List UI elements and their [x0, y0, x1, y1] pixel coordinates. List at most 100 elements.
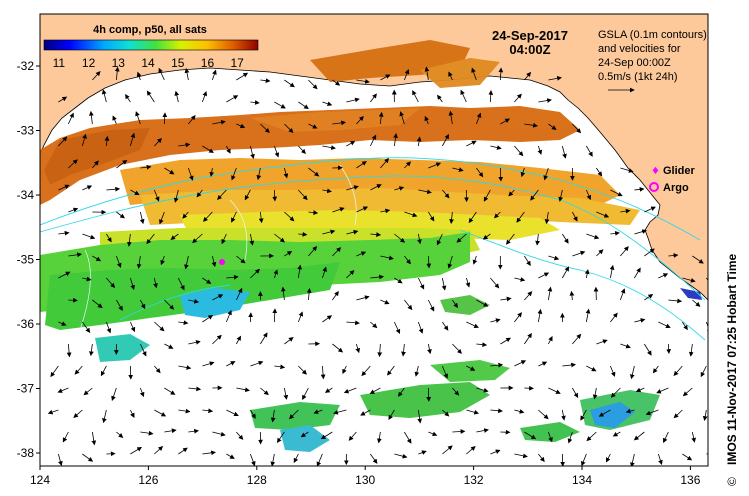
velocity-arrow	[471, 67, 477, 81]
velocity-arrow	[332, 120, 347, 126]
marker-legend: ♦ Glider Argo	[649, 165, 696, 194]
longitude-axis: 124 126 128 130 132 134 136	[30, 466, 701, 487]
velocity-arrow	[115, 255, 122, 269]
velocity-arrow	[322, 188, 332, 194]
velocity-arrow	[656, 387, 669, 394]
velocity-arrow	[83, 387, 93, 396]
velocity-arrow	[116, 211, 125, 219]
velocity-arrow	[211, 255, 217, 268]
velocity-arrow	[188, 340, 201, 345]
velocity-arrow	[92, 255, 102, 262]
velocity-arrow	[92, 160, 99, 169]
velocity-arrow	[567, 431, 573, 444]
velocity-arrow	[538, 361, 548, 367]
velocity-arrow	[126, 233, 132, 247]
velocity-arrow	[58, 321, 67, 326]
velocity-arrow	[456, 233, 467, 243]
velocity-arrow	[272, 308, 278, 323]
velocity-arrow	[596, 211, 610, 218]
velocity-arrow	[164, 343, 174, 349]
velocity-arrow	[706, 277, 708, 281]
velocity-arrow	[500, 296, 512, 302]
velocity-arrow	[74, 365, 83, 375]
velocity-arrow	[164, 428, 177, 434]
velocity-arrow	[424, 115, 429, 125]
velocity-arrow	[524, 255, 531, 266]
velocity-arrow	[605, 453, 611, 463]
velocity-arrow	[447, 255, 453, 269]
velocity-arrow	[514, 277, 526, 282]
velocity-arrow	[333, 409, 347, 415]
lon-tick-label: 136	[680, 473, 700, 487]
velocity-arrow	[188, 115, 196, 125]
velocity-arrow	[320, 431, 333, 440]
velocity-arrow	[633, 431, 645, 441]
velocity-arrow	[418, 450, 427, 455]
velocity-arrow	[610, 230, 620, 236]
velocity-arrow	[414, 365, 420, 377]
velocity-arrow	[226, 95, 239, 103]
velocity-arrow	[332, 290, 339, 301]
velocity-arrow	[596, 167, 603, 177]
velocity-arrow	[692, 299, 701, 307]
velocity-arrow	[524, 332, 532, 345]
velocity-arrow	[274, 101, 286, 109]
velocity-arrow	[476, 387, 489, 393]
colorbar-tick-label: 15	[171, 56, 185, 70]
velocity-arrow	[129, 277, 135, 290]
velocity-arrow	[68, 252, 83, 258]
velocity-arrow	[466, 321, 479, 328]
velocity-arrow	[476, 299, 489, 307]
velocity-arrow	[448, 71, 453, 81]
velocity-arrow	[178, 277, 185, 291]
velocity-arrow	[308, 245, 318, 257]
velocity-arrow	[66, 343, 72, 358]
glider-symbol: ♦	[651, 166, 660, 177]
lat-tick-label: -37	[17, 382, 35, 396]
velocity-arrow	[538, 453, 545, 463]
velocity-arrow	[313, 409, 323, 414]
velocity-arrow	[209, 167, 215, 177]
velocity-arrow	[449, 211, 454, 224]
velocity-arrow	[202, 211, 213, 222]
legend-line2: and velocities for	[598, 43, 681, 55]
velocity-arrow	[500, 118, 510, 125]
velocity-arrow	[416, 136, 422, 147]
velocity-arrow	[530, 189, 539, 201]
velocity-arrow	[380, 299, 390, 305]
velocity-arrow	[322, 101, 333, 107]
velocity-arrow	[673, 409, 683, 419]
velocity-arrow	[346, 97, 360, 103]
velocity-arrow	[81, 133, 87, 147]
velocity-arrow	[68, 207, 79, 213]
velocity-arrow	[221, 233, 227, 245]
velocity-arrow	[424, 66, 430, 81]
velocity-arrow	[705, 321, 708, 335]
velocity-arrow	[586, 145, 593, 157]
velocity-arrow	[404, 211, 418, 218]
velocity-arrow	[236, 255, 246, 264]
velocity-arrow	[73, 409, 83, 418]
velocity-arrow	[274, 364, 286, 370]
velocity-arrow	[663, 431, 669, 444]
velocity-arrow	[174, 90, 180, 103]
velocity-arrow	[404, 299, 413, 311]
velocity-arrow	[57, 387, 69, 393]
velocity-arrow	[217, 189, 227, 200]
velocity-arrow	[154, 137, 162, 147]
velocity-arrow	[620, 343, 631, 349]
velocity-arrow	[324, 387, 333, 393]
velocity-arrow	[442, 445, 453, 455]
velocity-arrow	[490, 408, 503, 414]
velocity-arrow	[700, 365, 707, 378]
velocity-arrow	[298, 101, 309, 109]
velocity-arrow	[111, 387, 117, 401]
velocity-arrow	[153, 277, 158, 289]
velocity-arrow	[428, 299, 435, 312]
velocity-arrow	[82, 321, 91, 333]
velocity-arrow	[634, 267, 641, 279]
velocity-arrow	[442, 321, 449, 331]
velocity-arrow	[524, 291, 533, 301]
velocity-arrow	[202, 277, 212, 284]
velocity-arrow	[441, 365, 448, 379]
